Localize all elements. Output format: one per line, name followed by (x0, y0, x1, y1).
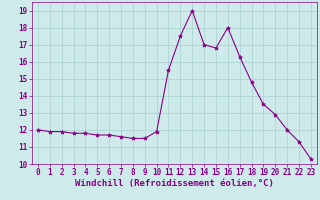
X-axis label: Windchill (Refroidissement éolien,°C): Windchill (Refroidissement éolien,°C) (75, 179, 274, 188)
